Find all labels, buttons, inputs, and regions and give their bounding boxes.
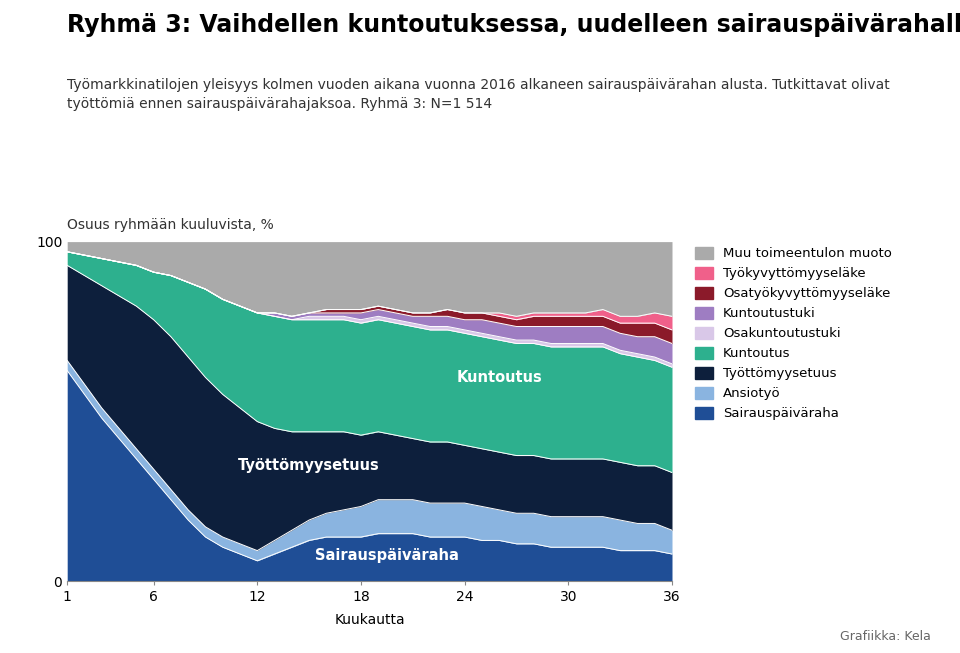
Text: Ryhmä 3: Vaihdellen kuntoutuksessa, uudelleen sairauspäivärahalla ja työttömänä: Ryhmä 3: Vaihdellen kuntoutuksessa, uude… xyxy=(67,13,960,37)
Text: Työttömyysetuus: Työttömyysetuus xyxy=(238,458,380,473)
Text: Kuntoutus: Kuntoutus xyxy=(456,370,542,385)
X-axis label: Kuukautta: Kuukautta xyxy=(334,613,405,626)
Legend: Muu toimeentulon muoto, Työkyvyttömyyseläke, Osatyökyvyttömyyseläke, Kuntoutustu: Muu toimeentulon muoto, Työkyvyttömyysel… xyxy=(690,242,898,426)
Text: Grafiikka: Kela: Grafiikka: Kela xyxy=(840,630,931,643)
Text: Työmarkkinatilojen yleisyys kolmen vuoden aikana vuonna 2016 alkaneen sairauspäi: Työmarkkinatilojen yleisyys kolmen vuode… xyxy=(67,78,890,111)
Text: Osuus ryhmään kuuluvista, %: Osuus ryhmään kuuluvista, % xyxy=(67,218,274,232)
Text: Sairauspäiväraha: Sairauspäiväraha xyxy=(315,549,459,563)
